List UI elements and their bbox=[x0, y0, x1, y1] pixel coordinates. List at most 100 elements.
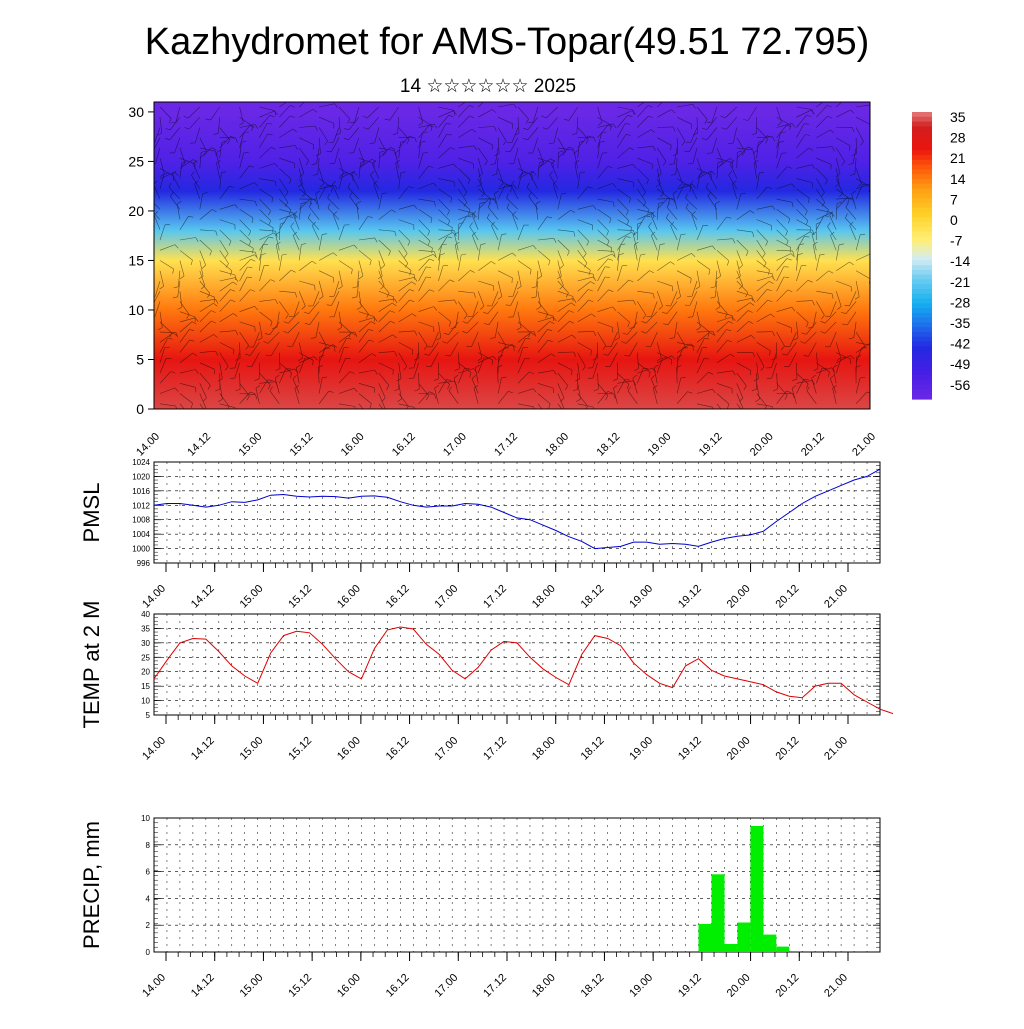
wind-barb-flag bbox=[188, 416, 191, 420]
pmsl-series-line bbox=[154, 469, 880, 548]
cross-ytick-label: 15 bbox=[128, 252, 144, 268]
pmsl-xtick-label: 16.00 bbox=[335, 583, 363, 611]
wind-barb-flag bbox=[148, 305, 153, 306]
colorbar-swatch bbox=[912, 256, 932, 261]
colorbar-swatch bbox=[912, 136, 932, 141]
colorbar-swatch bbox=[912, 217, 932, 222]
pmsl-xtick-label: 18.12 bbox=[579, 583, 607, 611]
pmsl-ytick-label: 996 bbox=[137, 559, 151, 568]
cross-xtick-label: 16.12 bbox=[390, 431, 418, 459]
wind-barb-flag bbox=[848, 96, 853, 98]
precip-bar bbox=[750, 826, 763, 952]
temp-ytick-label: 35 bbox=[141, 624, 150, 633]
precip-ytick-label: 4 bbox=[146, 894, 151, 903]
pmsl-xtick-label: 16.12 bbox=[384, 583, 412, 611]
temp-xtick-label: 19.12 bbox=[676, 735, 704, 763]
cross-xtick-label: 21.00 bbox=[850, 431, 878, 459]
wind-barb-flag bbox=[565, 416, 568, 420]
colorbar-swatch bbox=[912, 117, 932, 122]
wind-barb-flag bbox=[386, 416, 389, 420]
colorbar-swatch bbox=[912, 337, 932, 342]
colorbar-label: -28 bbox=[950, 294, 970, 310]
pmsl-ytick-label: 1008 bbox=[132, 516, 150, 525]
colorbar-swatch bbox=[912, 270, 932, 275]
pmsl-xtick-label: 17.00 bbox=[432, 583, 460, 611]
pmsl-ytick-label: 1024 bbox=[132, 458, 150, 467]
temp-ytick-label: 20 bbox=[141, 668, 150, 677]
colorbar-swatch bbox=[912, 212, 932, 217]
precip-xtick-label: 19.00 bbox=[627, 972, 655, 1000]
precip-xtick-label: 17.00 bbox=[432, 972, 460, 1000]
pmsl-ytick-label: 1000 bbox=[132, 545, 150, 554]
cross-ytick-label: 30 bbox=[128, 104, 144, 120]
pmsl-xtick-label: 21.00 bbox=[822, 583, 850, 611]
wind-barb-flag bbox=[207, 417, 210, 421]
pmsl-ytick-label: 1004 bbox=[132, 530, 150, 539]
colorbar-label: 28 bbox=[950, 130, 966, 146]
precip-bar bbox=[776, 947, 789, 952]
precip-xtick-label: 20.00 bbox=[725, 972, 753, 1000]
pmsl-xtick-label: 20.12 bbox=[773, 583, 801, 611]
cross-xtick-label: 20.12 bbox=[799, 431, 827, 459]
precip-bar bbox=[737, 923, 750, 953]
cross-xtick-label: 17.12 bbox=[492, 431, 520, 459]
page-title: Kazhydromet for AMS-Topar(49.51 72.795) bbox=[145, 21, 870, 63]
colorbar-label: 21 bbox=[950, 150, 966, 166]
cross-xtick-label: 18.00 bbox=[543, 431, 571, 459]
pmsl-xtick-label: 14.00 bbox=[140, 583, 168, 611]
colorbar-label: -42 bbox=[950, 336, 970, 352]
colorbar-swatch bbox=[912, 122, 932, 127]
pmsl-panel: 9961000100410081012101610201024PMSL14.00… bbox=[79, 458, 880, 611]
colorbar-swatch bbox=[912, 141, 932, 146]
colorbar-swatch bbox=[912, 370, 932, 375]
colorbar-label: -56 bbox=[950, 377, 970, 393]
pmsl-ylabel: PMSL bbox=[79, 483, 104, 543]
colorbar-swatch bbox=[912, 150, 932, 155]
colorbar-swatch bbox=[912, 284, 932, 289]
colorbar-swatch bbox=[912, 294, 932, 299]
temp-xtick-label: 14.00 bbox=[140, 735, 168, 763]
temp-xtick-label: 16.12 bbox=[384, 735, 412, 763]
temp-series-line bbox=[154, 627, 893, 714]
colorbar-swatch bbox=[912, 342, 932, 347]
precip-xtick-label: 15.12 bbox=[286, 972, 314, 1000]
colorbar-swatch bbox=[912, 356, 932, 361]
temp-xtick-label: 17.12 bbox=[481, 735, 509, 763]
temp-ytick-label: 25 bbox=[141, 653, 150, 662]
colorbar-label: -7 bbox=[950, 233, 963, 249]
colorbar-swatch bbox=[912, 308, 932, 313]
precip-ylabel: PRECIP, mm bbox=[79, 821, 104, 949]
colorbar-label: -35 bbox=[950, 315, 970, 331]
colorbar-swatch bbox=[912, 322, 932, 327]
cross-ytick-label: 20 bbox=[128, 203, 144, 219]
colorbar-swatch bbox=[912, 279, 932, 284]
wind-barb-flag bbox=[366, 416, 369, 420]
colorbar-swatch bbox=[912, 318, 932, 323]
wind-barb-flag bbox=[872, 345, 873, 350]
colorbar-swatch bbox=[912, 145, 932, 150]
colorbar-swatch bbox=[912, 232, 932, 237]
precip-xtick-label: 14.00 bbox=[140, 972, 168, 1000]
colorbar-swatch bbox=[912, 174, 932, 179]
cross-xtick-label: 19.12 bbox=[697, 431, 725, 459]
colorbar-label: -14 bbox=[950, 253, 970, 269]
precip-bar bbox=[712, 874, 725, 952]
colorbar-swatch bbox=[912, 169, 932, 174]
wind-barb-flag bbox=[871, 254, 875, 257]
colorbar-swatch bbox=[912, 203, 932, 208]
precip-ytick-label: 8 bbox=[146, 841, 151, 850]
temp-xtick-label: 16.00 bbox=[335, 735, 363, 763]
colorbar-swatch bbox=[912, 227, 932, 232]
colorbar-swatch bbox=[912, 366, 932, 371]
colorbar-swatch bbox=[912, 189, 932, 194]
colorbar-swatch bbox=[912, 251, 932, 256]
colorbar-swatch bbox=[912, 289, 932, 294]
cross-ytick-label: 10 bbox=[128, 302, 144, 318]
wind-barb-flag bbox=[669, 96, 674, 98]
page-subtitle: 14 ☆☆☆☆☆☆ 2025 bbox=[400, 76, 576, 97]
colorbar-swatch bbox=[912, 332, 932, 337]
temp-ytick-label: 15 bbox=[141, 682, 150, 691]
